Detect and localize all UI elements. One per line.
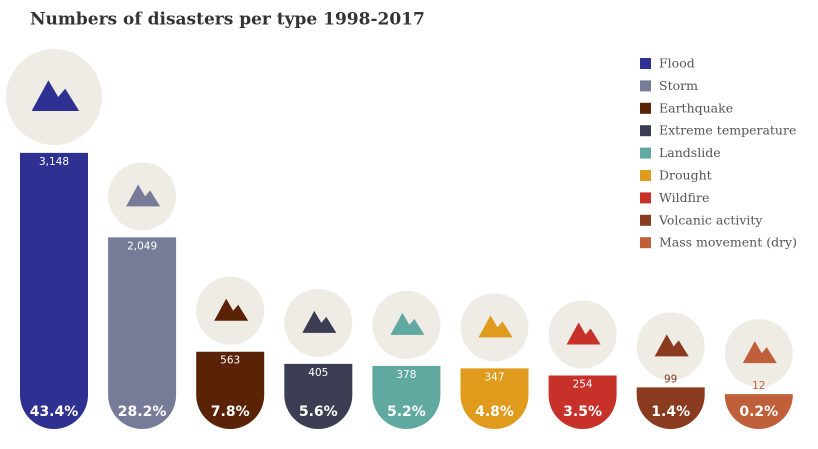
bar bbox=[372, 365, 441, 429]
icon bbox=[390, 312, 425, 335]
legend-label: Extreme temperature bbox=[659, 123, 796, 138]
legend-label: Drought bbox=[659, 168, 712, 183]
icon bbox=[126, 184, 161, 207]
legend-swatch bbox=[640, 102, 651, 114]
legend-label: Mass movement (dry) bbox=[659, 235, 797, 250]
legend-swatch bbox=[640, 58, 651, 69]
icon bbox=[302, 310, 337, 333]
value-label: 347 bbox=[484, 371, 504, 383]
legend-swatch bbox=[640, 80, 651, 92]
icon bbox=[742, 341, 777, 364]
bar bbox=[724, 394, 793, 429]
icon bbox=[214, 298, 249, 321]
share-label: 5.6% bbox=[299, 404, 338, 420]
legend-label: Volcanic activity bbox=[658, 212, 763, 227]
legend-label: Landslide bbox=[659, 145, 721, 160]
share-label: 7.8% bbox=[211, 404, 250, 420]
value-label: 3,148 bbox=[39, 156, 69, 168]
value-label: 405 bbox=[308, 367, 328, 379]
bar bbox=[108, 237, 177, 429]
share-label: 43.4% bbox=[30, 404, 79, 420]
bar bbox=[636, 387, 705, 429]
legend-swatch bbox=[640, 147, 651, 159]
legend-label: Wildfire bbox=[659, 190, 709, 205]
icon bbox=[31, 80, 80, 111]
legend-swatch bbox=[640, 237, 651, 249]
icon bbox=[654, 334, 689, 357]
share-label: 28.2% bbox=[118, 404, 167, 420]
value-label: 12 bbox=[752, 380, 765, 392]
bar bbox=[20, 152, 88, 429]
value-label: 99 bbox=[664, 373, 677, 385]
share-label: 4.8% bbox=[475, 404, 514, 420]
bar bbox=[548, 375, 617, 429]
legend-swatch bbox=[640, 192, 651, 204]
legend-swatch bbox=[640, 125, 651, 137]
icon bbox=[566, 322, 601, 345]
share-label: 1.4% bbox=[651, 404, 690, 420]
icon bbox=[478, 315, 513, 338]
share-label: 3.5% bbox=[563, 404, 602, 420]
legend-swatch bbox=[640, 214, 651, 226]
value-label: 2,049 bbox=[127, 240, 157, 252]
bar bbox=[284, 363, 353, 429]
legend-swatch bbox=[640, 170, 651, 181]
value-label: 378 bbox=[396, 369, 416, 381]
bar bbox=[460, 368, 529, 429]
share-label: 5.2% bbox=[387, 404, 426, 420]
value-label: 254 bbox=[573, 378, 593, 390]
legend-label: Earthquake bbox=[659, 100, 733, 115]
share-label: 0.2% bbox=[739, 404, 778, 420]
value-label: 563 bbox=[220, 355, 240, 367]
legend-label: Flood bbox=[659, 56, 695, 71]
chart-title: Numbers of disasters per type 1998-2017 bbox=[30, 10, 425, 30]
bar bbox=[196, 351, 265, 429]
legend-label: Storm bbox=[659, 78, 698, 93]
